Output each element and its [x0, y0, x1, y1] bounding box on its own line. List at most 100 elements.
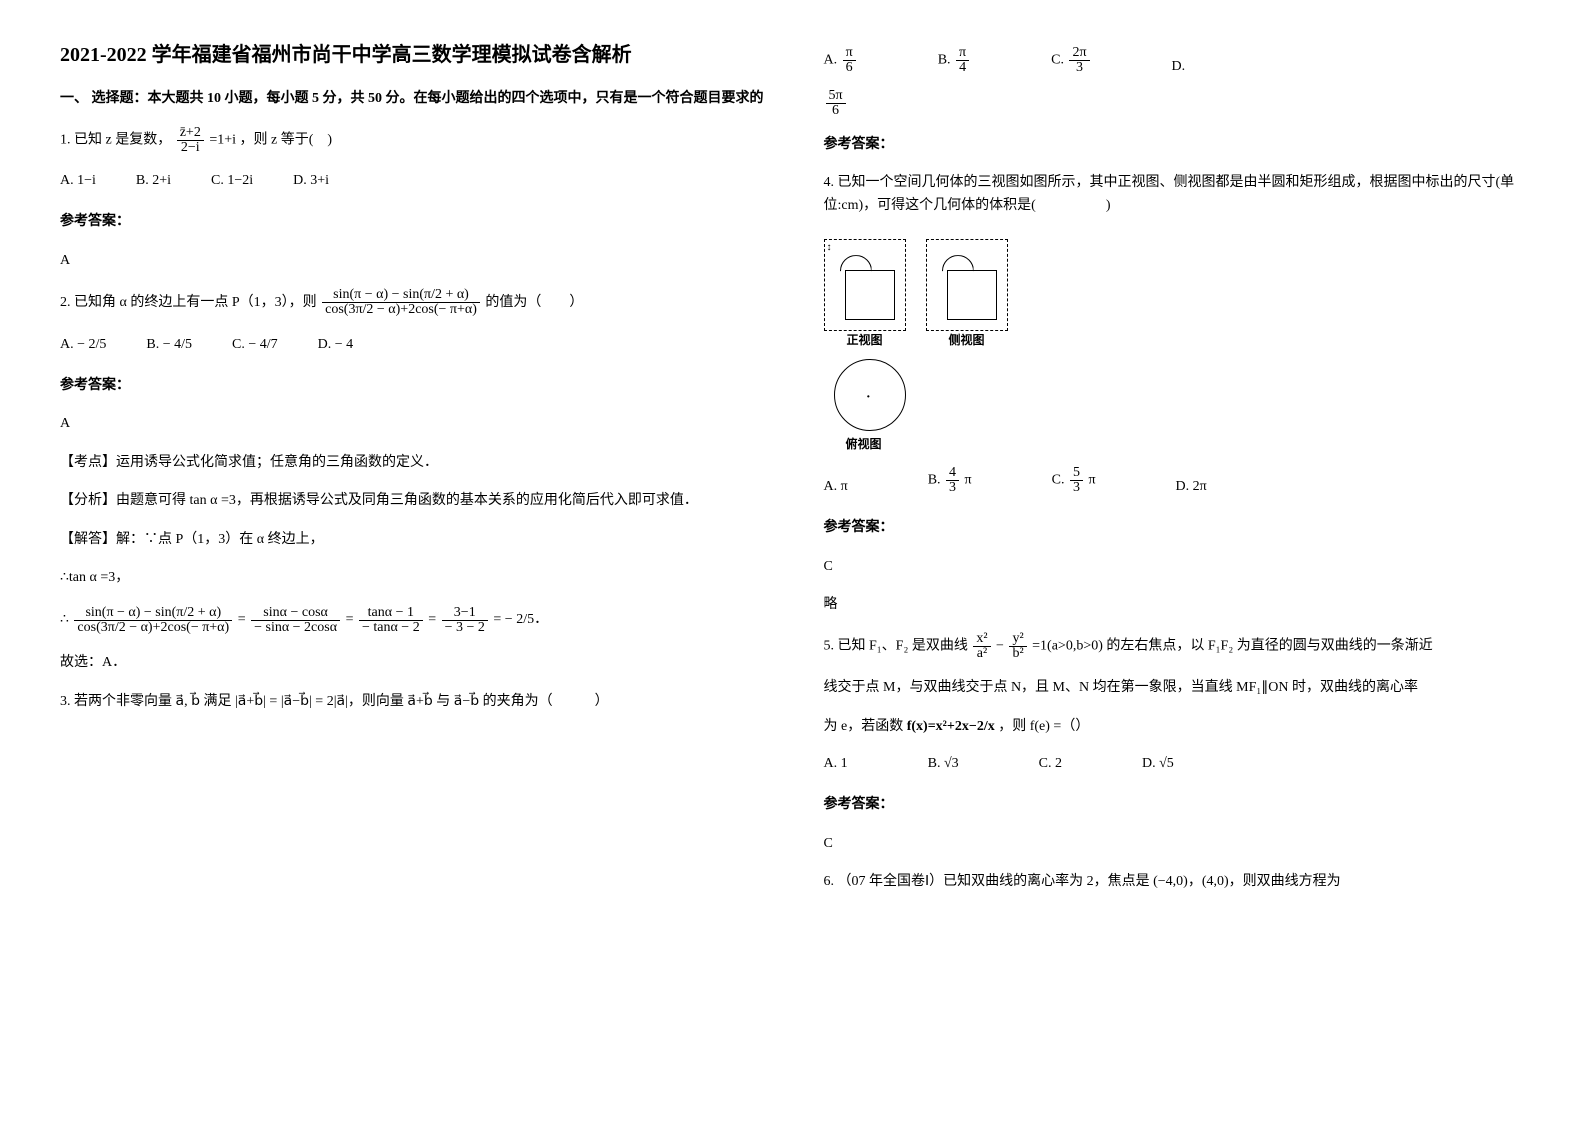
- q2-s2-num: sinα − cosα: [251, 606, 340, 621]
- q3-b-label: B.: [938, 53, 951, 68]
- q4-views: ↕ 正视图 侧视图: [824, 239, 1528, 331]
- q2-s-right: = − 2/5．: [493, 612, 548, 627]
- q2-s1-den: cos(3π/2 − α)+2cos(− π+α): [74, 621, 232, 635]
- q4-brief: 略: [824, 594, 1528, 616]
- q2-jieda-1: 【解答】解：∵点 P（1，3）在 α 终边上，: [60, 529, 764, 551]
- q4-answer-label: 参考答案：: [824, 517, 1528, 539]
- q1-fraction: z̄+2 2−i: [177, 126, 204, 155]
- q2-jieda-3: ∴ sin(π − α) − sin(π/2 + α) cos(3π/2 − α…: [60, 605, 764, 636]
- q4-b-num: 4: [946, 466, 959, 481]
- q5-line1: 5. 已知 F₁、F₂ 是双曲线 x²a² − y²b² =1(a>0,b>0)…: [824, 632, 1528, 661]
- q2-step-frac4: 3−1 − 3 − 2: [442, 606, 488, 635]
- q2-s4-den: − 3 − 2: [442, 621, 488, 635]
- q5-r-den: b²: [1009, 647, 1026, 661]
- q3-opt-d-frac-row: 5π6: [824, 89, 1528, 118]
- q2-answer-label: 参考答案：: [60, 375, 764, 397]
- q4-side-rect: [947, 270, 997, 320]
- q1-stem-pre: 1. 已知 z 是复数，: [60, 133, 171, 148]
- q4-opt-c: C. 53 π: [1052, 466, 1096, 495]
- q5-l3-pre: 为 e，若函数: [824, 719, 904, 734]
- q5-opt-b: B. √3: [928, 756, 959, 772]
- q5-l3-post: ，则 f(e) =（）: [998, 719, 1089, 734]
- q3-stem: 3. 若两个非零向量 a⃗, b⃗ 满足 |a⃗+b⃗| = |a⃗−b⃗| =…: [60, 691, 764, 713]
- q3-answer-label: 参考答案：: [824, 134, 1528, 156]
- q4-b-pre: B.: [928, 473, 944, 488]
- q2-step-frac1: sin(π − α) − sin(π/2 + α) cos(3π/2 − α)+…: [74, 606, 232, 635]
- q5-opt-c: C. 2: [1039, 756, 1062, 772]
- q5-eq-l: x²a²: [973, 632, 990, 661]
- q5-line2: 线交于点 M，与双曲线交于点 N，且 M、N 均在第一象限，当直线 MF₁∥ON…: [824, 677, 1528, 699]
- q4-b-suf: π: [965, 473, 972, 488]
- q1-opt-c: C. 1−2i: [211, 173, 253, 189]
- q2-s3-den: − tanα − 2: [359, 621, 423, 635]
- q2-s3-num: tanα − 1: [359, 606, 423, 621]
- q4-front-rect: [845, 270, 895, 320]
- q3-opt-c: C. 2π3: [1051, 46, 1091, 75]
- q5-answer-label: 参考答案：: [824, 794, 1528, 816]
- q3-d-label: D.: [1172, 59, 1186, 74]
- q2-num: sin(π − α) − sin(π/2 + α): [322, 288, 480, 303]
- q3-a-label: A.: [824, 53, 838, 68]
- q5-l-den: a²: [973, 647, 990, 661]
- q2-stem-row: 2. 已知角 α 的终边上有一点 P（1，3），则 sin(π − α) − s…: [60, 288, 764, 319]
- q2-s2-den: − sinα − 2cosα: [251, 621, 340, 635]
- q4-top-label: 俯视图: [846, 435, 1528, 452]
- q1-frac-num: z̄+2: [177, 126, 204, 141]
- q2-opt-c: C. − 4/7: [232, 337, 278, 353]
- q4-front-view: ↕ 正视图: [824, 239, 906, 331]
- q3-b-den: 4: [956, 61, 969, 75]
- q1-options: A. 1−i B. 2+i C. 1−2i D. 3+i: [60, 173, 764, 189]
- q2-kaodian-label: 【考点】: [60, 455, 116, 470]
- q1-opt-a: A. 1−i: [60, 173, 96, 189]
- q2-step-frac3: tanα − 1 − tanα − 2: [359, 606, 423, 635]
- q3-b-num: π: [956, 46, 969, 61]
- q2-fenxi-label: 【分析】: [60, 493, 116, 508]
- q4-opt-a: A. π: [824, 479, 848, 495]
- q1-opt-b: B. 2+i: [136, 173, 171, 189]
- q1-answer: A: [60, 250, 764, 272]
- q5-eq-tail: =1(a>0,b>0): [1032, 639, 1103, 654]
- q4-side-label: 侧视图: [948, 331, 984, 348]
- q4-c-den: 3: [1070, 481, 1083, 495]
- q5-func: f(x)=x²+2x−2/x: [907, 719, 995, 734]
- q5-answer: C: [824, 833, 1528, 855]
- q5-eq-r: y²b²: [1009, 632, 1026, 661]
- q4-options: A. π B. 43 π C. 53 π D. 2π: [824, 466, 1528, 495]
- q4-c-frac: 53: [1070, 466, 1083, 495]
- q3-d-den: 6: [826, 104, 846, 118]
- q3-opt-d: D.: [1172, 59, 1186, 75]
- q1-stem: 1. 已知 z 是复数， z̄+2 2−i =1+i ，则 z 等于( ): [60, 126, 764, 155]
- q4-c-suf: π: [1088, 473, 1095, 488]
- q4-top-view: [834, 359, 906, 431]
- q5-opt-a: A. 1: [824, 756, 848, 772]
- q3-d-num: 5π: [826, 89, 846, 104]
- q2-fenxi-text: 由题意可得 tan α =3，再根据诱导公式及同角三角函数的基本关系的应用化简后…: [116, 493, 698, 508]
- q2-jieda-4: 故选：A．: [60, 652, 764, 674]
- q2-opt-d: D. − 4: [318, 337, 354, 353]
- q4-opt-d: D. 2π: [1176, 479, 1207, 495]
- q3-a-den: 6: [843, 61, 856, 75]
- right-column: A. π6 B. π4 C. 2π3 D. 5π6 参考答案： 4. 已知一个空…: [824, 40, 1528, 1082]
- q3-c-frac: 2π3: [1069, 46, 1089, 75]
- q1-eq-right: =1+i: [209, 133, 236, 148]
- q2-den: cos(3π/2 − α)+2cos(− π+α): [322, 303, 480, 317]
- section1-header: 一、 选择题：本大题共 10 小题，每小题 5 分，共 50 分。在每小题给出的…: [60, 88, 764, 110]
- q5-opt-d: D. √5: [1142, 756, 1174, 772]
- q3-c-den: 3: [1069, 61, 1089, 75]
- q2-options: A. − 2/5 B. − 4/5 C. − 4/7 D. − 4: [60, 337, 764, 353]
- q3-options: A. π6 B. π4 C. 2π3 D.: [824, 46, 1528, 75]
- q5-options: A. 1 B. √3 C. 2 D. √5: [824, 756, 1528, 772]
- q2-jieda-label: 【解答】: [60, 532, 116, 547]
- q3-b-frac: π4: [956, 46, 969, 75]
- q4-c-num: 5: [1070, 466, 1083, 481]
- q3-opt-a: A. π6: [824, 46, 858, 75]
- q2-jieda-2: ∴tan α =3，: [60, 567, 764, 589]
- q2-jieda1-text: 解：∵点 P（1，3）在 α 终边上，: [116, 532, 324, 547]
- q4-opt-b: B. 43 π: [928, 466, 972, 495]
- q5-line3: 为 e，若函数 f(x)=x²+2x−2/x ，则 f(e) =（）: [824, 716, 1528, 738]
- q3-c-num: 2π: [1069, 46, 1089, 61]
- q2-opt-b: B. − 4/5: [146, 337, 192, 353]
- q1-opt-d: D. 3+i: [293, 173, 329, 189]
- q4-b-den: 3: [946, 481, 959, 495]
- q4-b-frac: 43: [946, 466, 959, 495]
